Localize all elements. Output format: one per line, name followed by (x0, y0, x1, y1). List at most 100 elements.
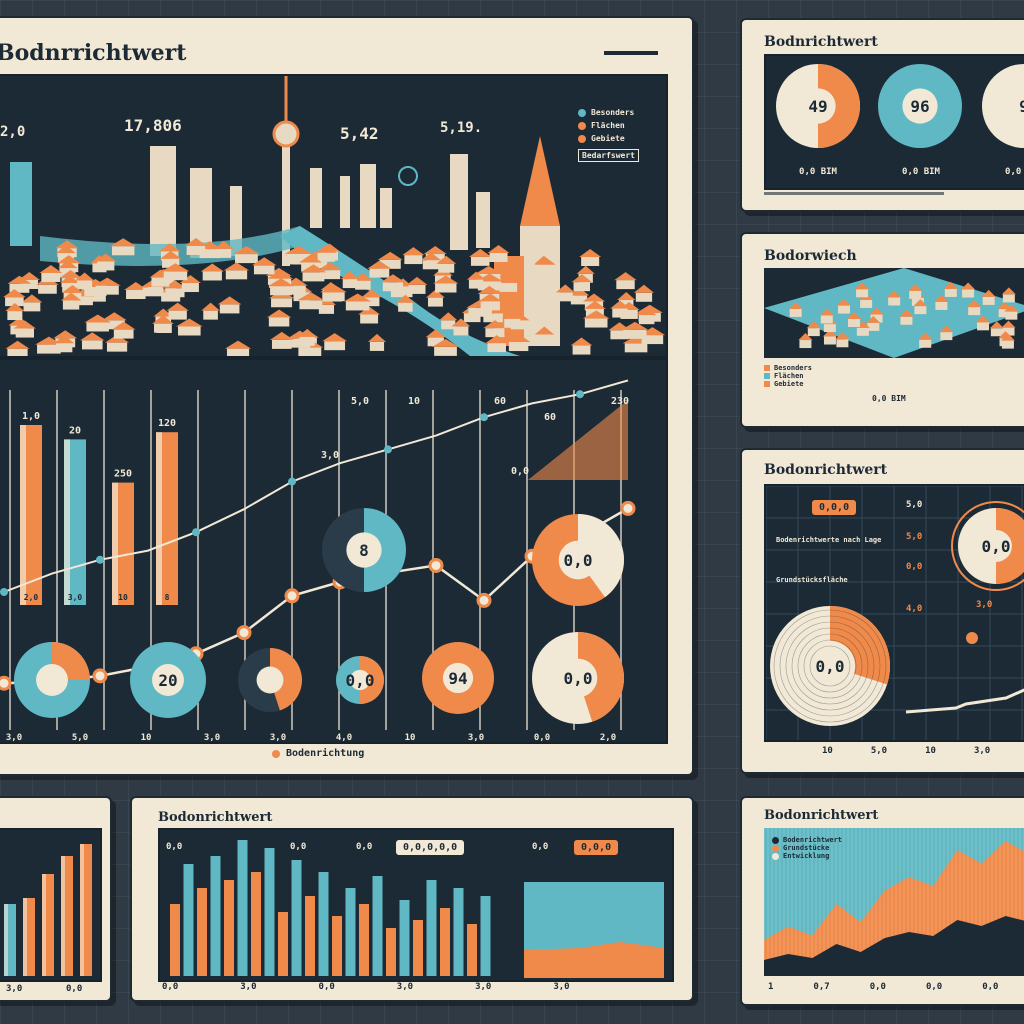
house-roof (487, 245, 510, 254)
iso-roof (961, 282, 976, 290)
iso-house (919, 339, 932, 348)
right-lower-value-5: 3,0 (976, 600, 993, 610)
bar-top-label: 250 (114, 469, 132, 480)
house-roof (367, 260, 392, 269)
bar (426, 880, 437, 976)
iso-house (860, 299, 873, 308)
donut-bottom: 0,0 (336, 656, 384, 704)
house-body (508, 342, 529, 352)
footer-dot-icon (272, 749, 280, 758)
donut-bottom: 0,0 (532, 632, 624, 724)
house-roof (3, 289, 26, 298)
house-body (181, 283, 199, 293)
iso-roof (788, 301, 803, 309)
city-legend-item: Gebiete (578, 134, 639, 143)
house-body (225, 270, 248, 280)
house-roof (468, 248, 492, 257)
house-roof (466, 271, 486, 280)
house-body (487, 343, 506, 353)
main-card-title: Bodnrrichtwert (0, 40, 187, 66)
bar (332, 916, 342, 976)
right-lower-text-2: Grundstücksfläche (776, 576, 848, 584)
house-body (641, 335, 664, 345)
iso-house (1001, 340, 1014, 349)
house-roof (485, 335, 508, 344)
donut-hole (902, 88, 938, 124)
house-body (408, 284, 426, 294)
house-roof (161, 263, 190, 272)
house-body (485, 328, 505, 338)
bar (197, 888, 207, 976)
legend-dot-icon (764, 381, 770, 387)
donut-bottom: 20 (130, 642, 206, 718)
iso-house (820, 315, 833, 324)
house-roof (57, 255, 81, 264)
house-body (41, 272, 61, 282)
house-roof (39, 264, 63, 273)
house-body (427, 297, 443, 307)
donut-value: 96 (910, 97, 929, 116)
iso-house (940, 332, 953, 341)
bottom-right-card: Bodonrichtwert Bodenrichtwert Grundstück… (740, 796, 1024, 1006)
house-body (113, 329, 134, 339)
house-body (77, 280, 93, 290)
donut-slice (578, 514, 624, 598)
area-fill (528, 400, 628, 480)
line-point-small (96, 555, 104, 564)
bottom-mid-xticks: 0,0 3,0 0,0 3,0 3,0 3,0 (162, 982, 570, 992)
donut-hole (1006, 88, 1024, 124)
house-roof (576, 265, 595, 274)
house-roof (61, 284, 84, 293)
house-roof (56, 245, 76, 254)
house-body (573, 282, 590, 292)
house-body (620, 309, 638, 319)
bottom-mid-label-2: 0,0 (290, 842, 307, 852)
house-roof (297, 328, 317, 337)
x-tick-label: 5,0 (72, 733, 88, 742)
house-body (557, 292, 573, 302)
house-roof (367, 333, 387, 342)
line-point-small (480, 413, 488, 422)
right-top-donut-panel: 49 96 9 0,0 BIM 0,0 BIM 0,0 BIM (764, 54, 1024, 190)
house-roof (568, 287, 590, 296)
iso-house (962, 289, 975, 298)
x-tick-label: 3,0 (468, 733, 484, 742)
header-value-1: 2,0 (0, 124, 26, 140)
house-body (7, 311, 23, 321)
iso-ground (764, 268, 1024, 358)
house-body (165, 288, 185, 298)
house-body (612, 308, 628, 318)
house-roof (7, 275, 32, 284)
house-roof (217, 296, 242, 305)
bar (237, 840, 248, 976)
donut-value: 9 (1019, 97, 1024, 116)
house-roof (451, 318, 471, 327)
bar-highlight (20, 425, 26, 605)
iso-house (848, 319, 861, 328)
bar (264, 848, 275, 976)
house-roof (300, 264, 327, 273)
iso-roof (908, 283, 923, 291)
right-lower-value-1: 5,0 (906, 500, 923, 510)
house-body (480, 301, 500, 311)
donut-hole (346, 532, 382, 568)
house-body (126, 290, 146, 300)
right-mid-card: Bodorwiech Besonders Flächen Gebiete 0,0… (740, 232, 1024, 428)
line-point (236, 625, 252, 641)
line-point (92, 668, 108, 684)
bar (413, 920, 423, 976)
house-roof (109, 238, 137, 247)
house-body (477, 281, 502, 291)
bottom-left-tick-1: 3,0 (6, 984, 23, 994)
bar (210, 856, 221, 976)
house-body (323, 292, 343, 302)
house-body (434, 346, 457, 356)
donut-mid-2: 0,0 (532, 514, 624, 606)
donut-value: 0,0 (816, 657, 845, 676)
main-footer-label: Bodenrichtung (286, 748, 365, 759)
house-body (38, 284, 57, 294)
rl-donut-ring (773, 609, 887, 723)
donut-hole (800, 88, 836, 124)
house-roof (579, 249, 602, 258)
bar-top-label: 20 (69, 425, 81, 436)
